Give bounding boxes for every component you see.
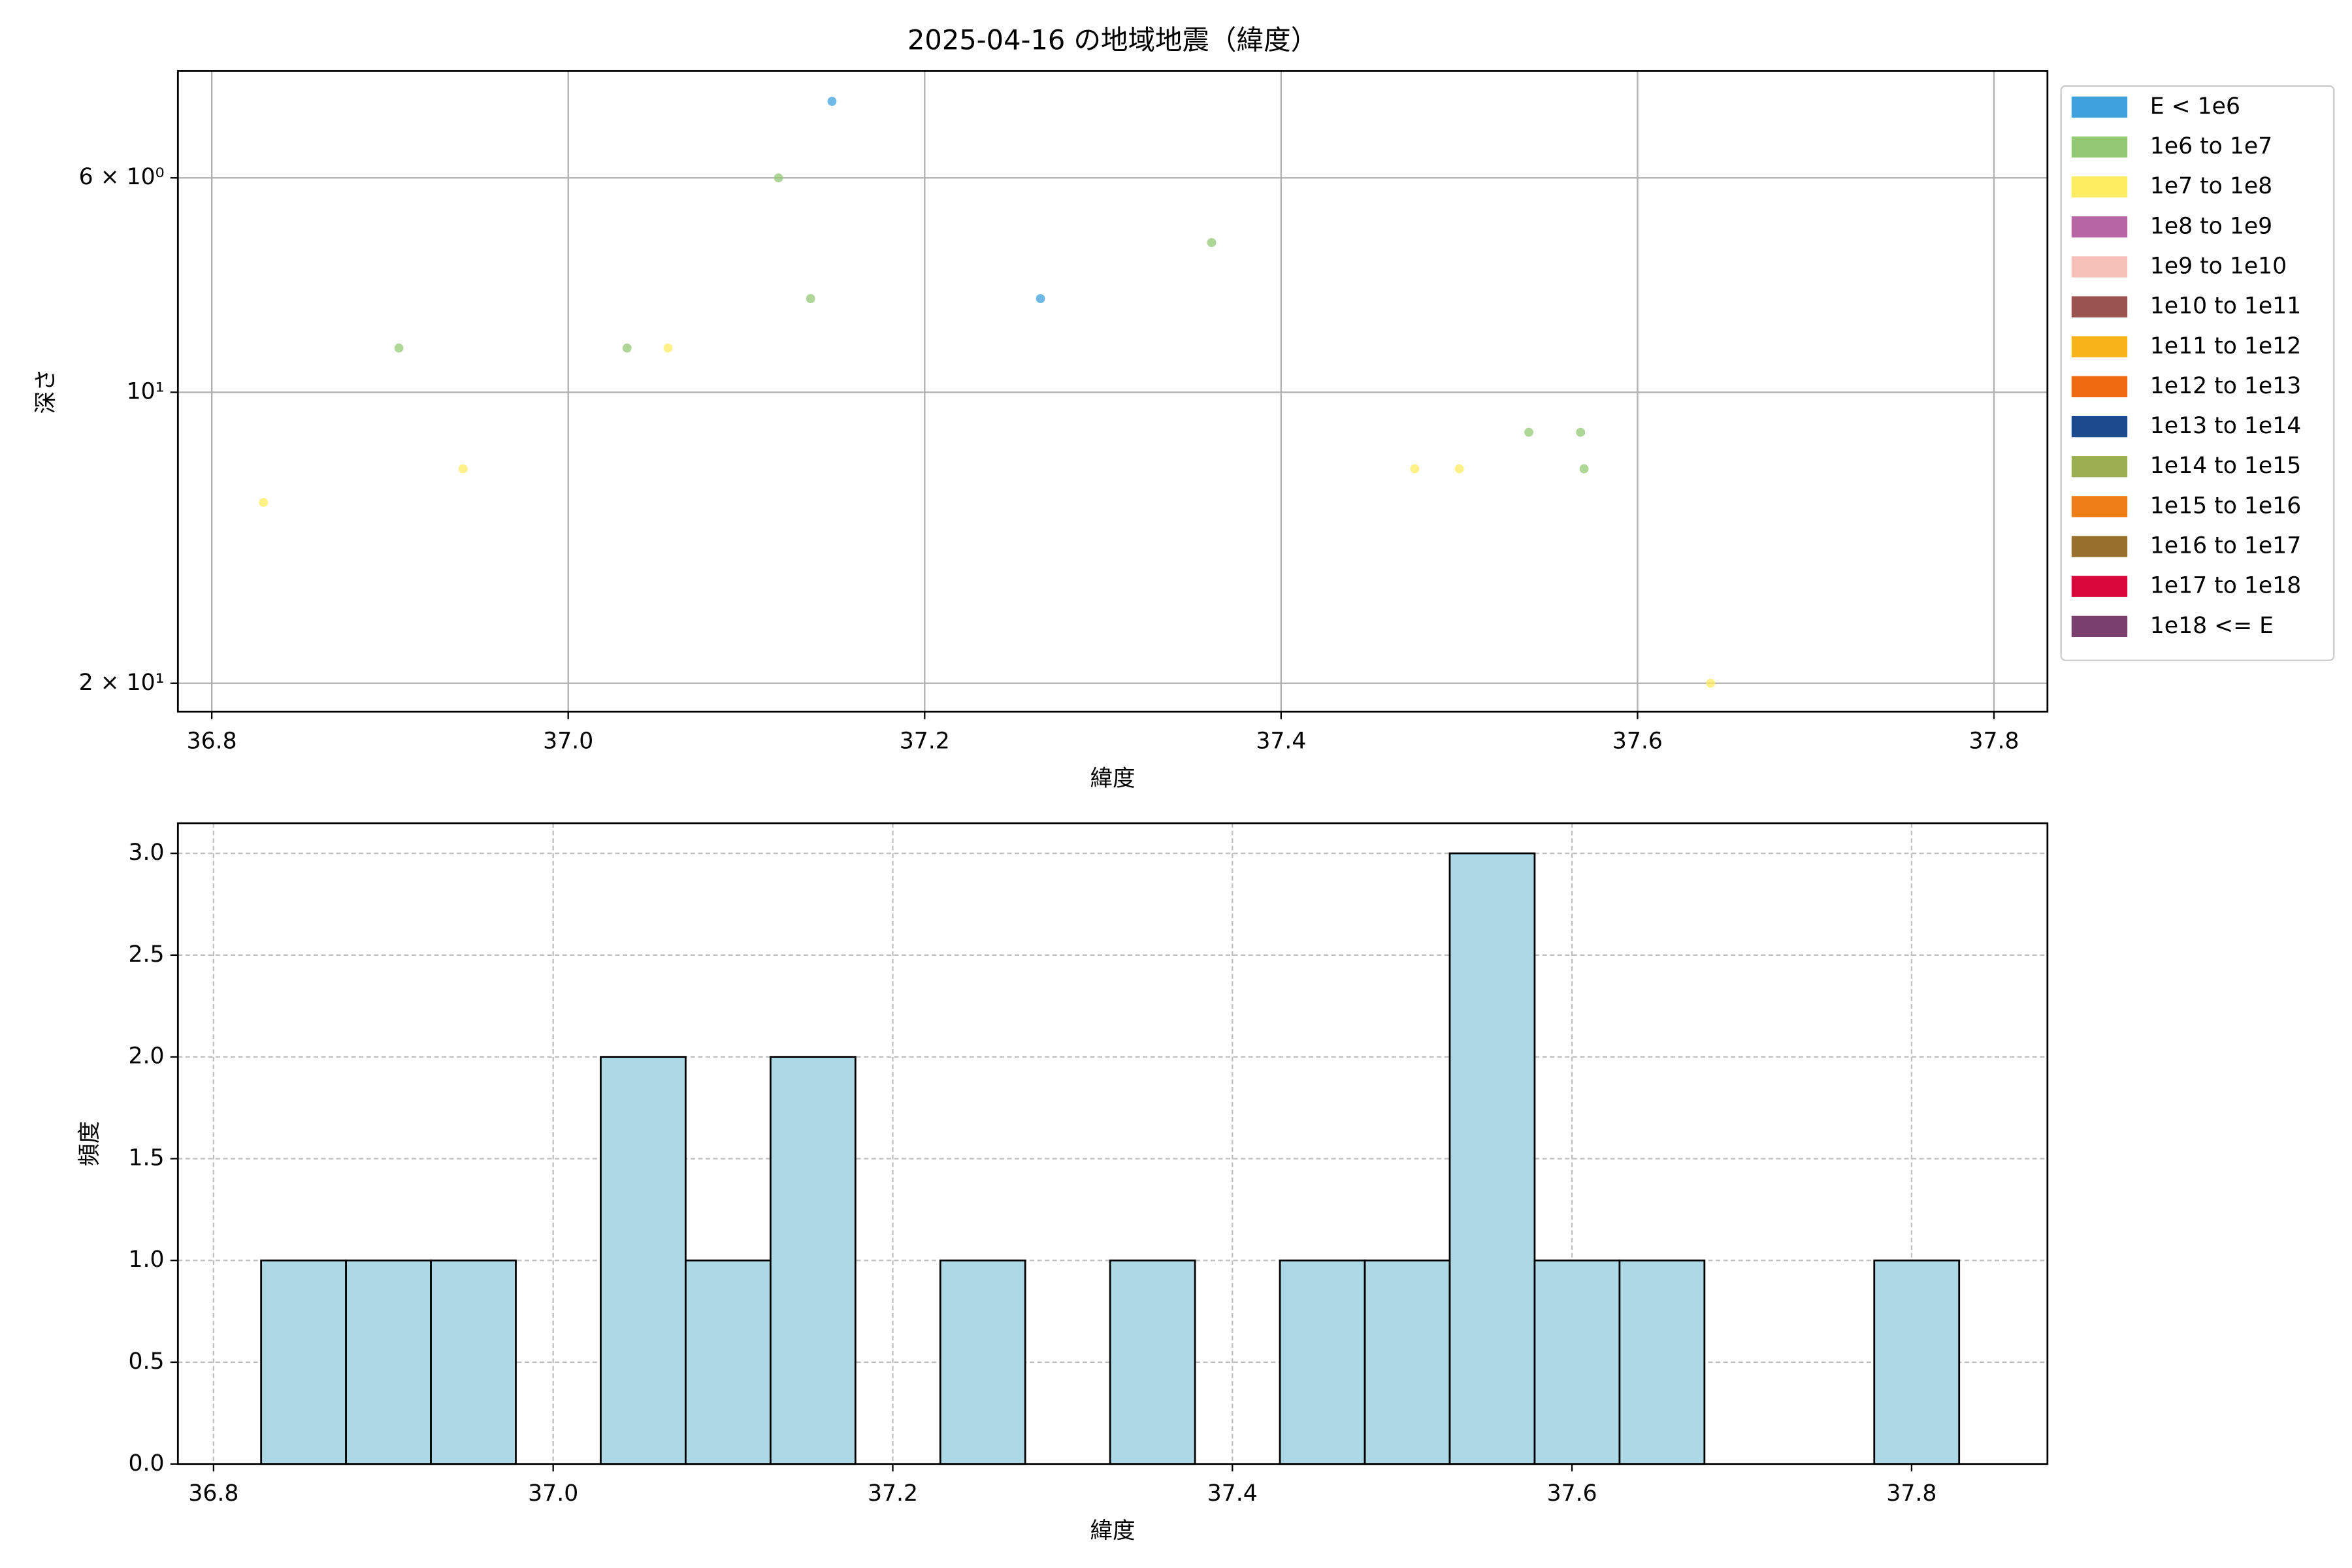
bar <box>1873 1259 1961 1465</box>
legend-swatch <box>2071 96 2128 118</box>
legend-swatch <box>2071 256 2128 278</box>
y-tick-label: 3.0 <box>128 840 164 866</box>
bar <box>1364 1259 1451 1465</box>
legend-swatch <box>2071 216 2128 238</box>
bar <box>1533 1259 1621 1465</box>
y-tick-label: 0.5 <box>128 1348 164 1375</box>
point <box>1524 427 1533 437</box>
legend-swatch <box>2071 456 2128 478</box>
legend-label: 1e15 to 1e16 <box>2150 493 2301 519</box>
x-tick-label: 37.8 <box>1886 1480 1936 1507</box>
bar <box>685 1259 772 1465</box>
bar <box>769 1056 857 1465</box>
point <box>622 343 632 353</box>
legend-label: 1e10 to 1e11 <box>2150 293 2301 319</box>
chart-title: 2025-04-16 の地域地震（緯度） <box>907 24 1318 56</box>
x-tick-label: 37.0 <box>543 728 593 754</box>
legend-label: 1e7 to 1e8 <box>2150 173 2272 199</box>
bar <box>345 1259 432 1465</box>
legend-label: 1e14 to 1e15 <box>2150 453 2301 479</box>
legend-box <box>2060 85 2335 661</box>
x-tick-label: 37.4 <box>1207 1480 1258 1507</box>
legend-label: 1e12 to 1e13 <box>2150 373 2301 399</box>
point <box>458 464 468 474</box>
bar <box>939 1259 1026 1465</box>
legend-label: 1e17 to 1e18 <box>2150 573 2301 599</box>
y-tick-label: 1.0 <box>128 1247 164 1273</box>
point <box>1454 464 1464 474</box>
legend-swatch <box>2071 496 2128 517</box>
x-tick-label: 37.8 <box>1968 728 2019 754</box>
y-axis-label: 頻度 <box>76 1121 103 1166</box>
legend-label: 1e18 <= E <box>2150 613 2274 639</box>
y-tick-label: 2.0 <box>128 1043 164 1070</box>
point <box>806 294 815 303</box>
legend-swatch <box>2071 576 2128 597</box>
point <box>663 343 673 353</box>
x-tick-label: 37.4 <box>1256 728 1306 754</box>
legend-swatch <box>2071 376 2128 398</box>
legend-label: 1e13 to 1e14 <box>2150 413 2301 439</box>
grid <box>178 71 2048 712</box>
bar <box>1279 1259 1366 1465</box>
legend-swatch <box>2071 416 2128 438</box>
point <box>1207 238 1217 248</box>
legend-label: 1e8 to 1e9 <box>2150 213 2272 239</box>
point <box>259 498 269 507</box>
legend-swatch <box>2071 296 2128 318</box>
x-axis-label: 緯度 <box>1090 766 1135 792</box>
point <box>1576 427 1586 437</box>
x-tick-label: 37.6 <box>1547 1480 1597 1507</box>
point <box>1410 464 1420 474</box>
bar <box>600 1056 687 1465</box>
legend-label: 1e9 to 1e10 <box>2150 253 2287 279</box>
y-tick-label: 1.5 <box>128 1145 164 1171</box>
x-tick-label: 37.0 <box>528 1480 578 1507</box>
axes-frame <box>176 822 2049 1465</box>
point <box>1706 678 1716 688</box>
point <box>1579 464 1589 474</box>
y-tick-label: 6 × 10⁰ <box>79 164 165 190</box>
bar <box>430 1259 517 1465</box>
y-axis-label: 深さ <box>33 368 59 414</box>
x-axis-label: 緯度 <box>1090 1518 1135 1544</box>
legend-swatch <box>2071 136 2128 158</box>
x-tick-label: 36.8 <box>188 1480 238 1507</box>
bar <box>1109 1259 1196 1465</box>
legend-swatch <box>2071 336 2128 357</box>
y-tick-label: 0.0 <box>128 1450 164 1477</box>
legend-label: 1e11 to 1e12 <box>2150 333 2301 359</box>
bar <box>1618 1259 1706 1465</box>
x-tick-label: 37.6 <box>1612 728 1663 754</box>
point <box>1036 294 1045 303</box>
legend-label: E < 1e6 <box>2150 93 2240 120</box>
x-tick-label: 36.8 <box>187 728 237 754</box>
axes-frame <box>176 70 2049 713</box>
x-tick-label: 37.2 <box>868 1480 918 1507</box>
legend-swatch <box>2071 536 2128 557</box>
legend-swatch <box>2071 615 2128 637</box>
bar <box>260 1259 347 1465</box>
point <box>394 343 404 353</box>
x-tick-label: 37.2 <box>900 728 950 754</box>
y-tick-label: 2 × 10¹ <box>79 670 165 696</box>
legend-label: 1e6 to 1e7 <box>2150 133 2272 159</box>
y-tick-label: 2.5 <box>128 941 164 968</box>
legend-swatch <box>2071 176 2128 198</box>
point <box>827 97 837 106</box>
point <box>774 173 783 183</box>
bar <box>1448 852 1536 1465</box>
y-tick-label: 10¹ <box>127 378 165 404</box>
legend-label: 1e16 to 1e17 <box>2150 533 2301 559</box>
